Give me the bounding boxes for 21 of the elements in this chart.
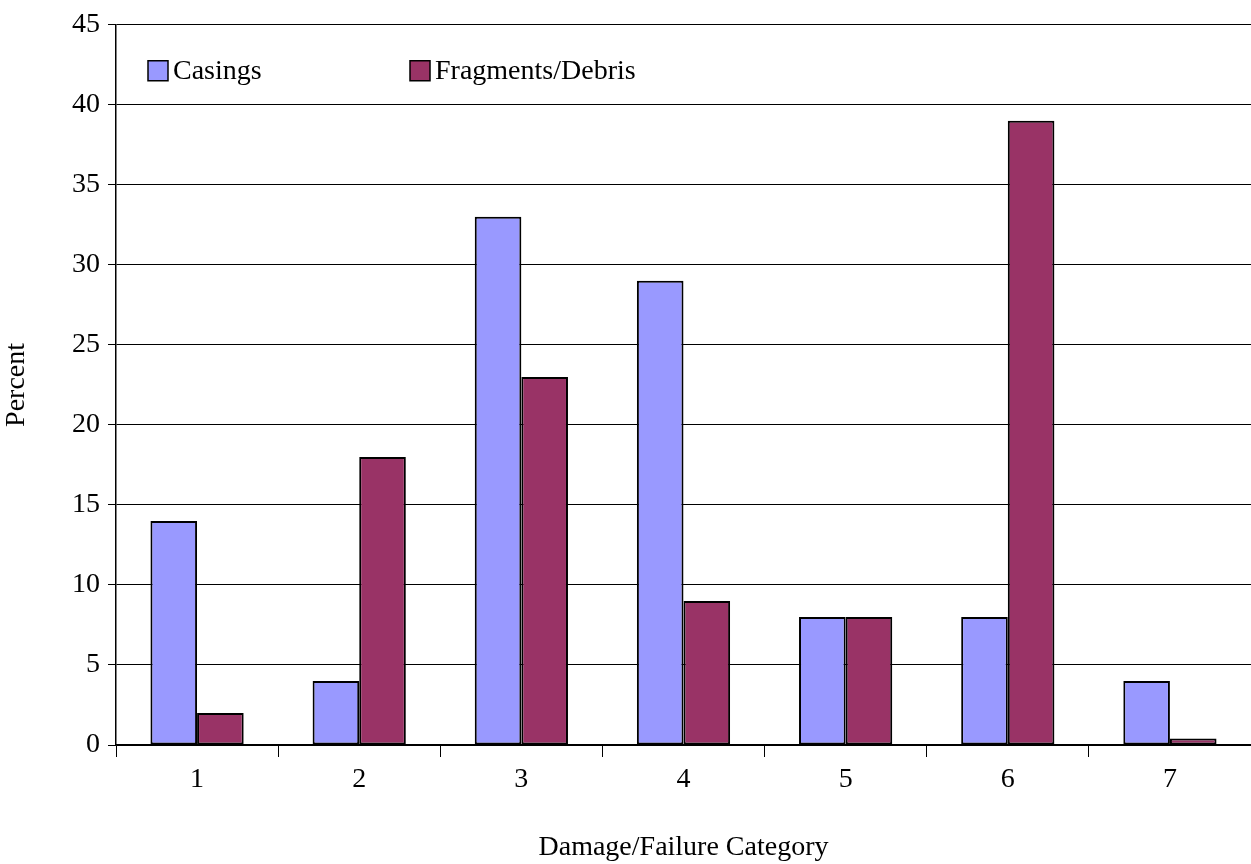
x-axis-title: Damage/Failure Category	[538, 829, 829, 861]
y-tick-label: 15	[72, 487, 100, 519]
x-tick-label: 5	[838, 762, 853, 794]
y-tick-label: 35	[72, 167, 100, 199]
y-tick-label: 20	[72, 407, 100, 439]
x-tick-label: 2	[352, 762, 367, 794]
x-tick-label: 6	[1000, 762, 1015, 794]
y-tick-label: 25	[72, 327, 100, 359]
x-tick-label: 7	[1162, 762, 1177, 794]
y-tick-label: 0	[86, 727, 100, 759]
y-tick-label: 45	[72, 7, 100, 39]
x-tick-label: 1	[190, 762, 205, 794]
legend-label: Fragments/Debris	[435, 54, 636, 86]
y-tick-label: 5	[86, 647, 100, 679]
legend-label: Casings	[173, 54, 262, 86]
x-tick-label: 3	[514, 762, 529, 794]
y-tick-label: 10	[72, 567, 100, 599]
y-tick-label: 40	[72, 87, 100, 119]
y-tick-label: 30	[72, 247, 100, 279]
x-tick-label: 4	[676, 762, 691, 794]
y-axis-title: Percent	[0, 342, 31, 427]
